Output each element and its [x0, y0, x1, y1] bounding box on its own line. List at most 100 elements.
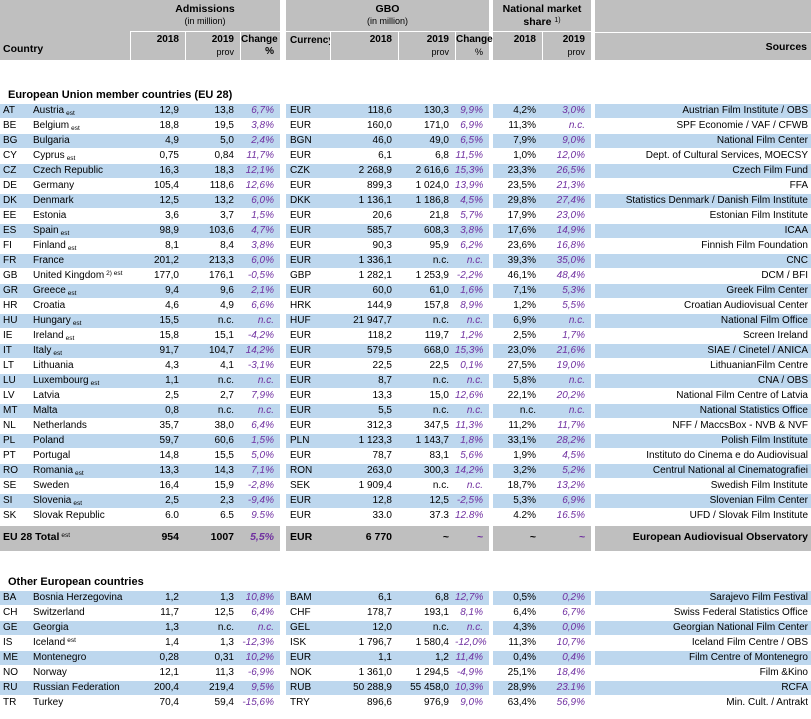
nms-2018-cell: 1,0% — [493, 149, 542, 164]
column-gap — [489, 404, 493, 419]
nms-2019-cell: 23.1% — [542, 681, 591, 696]
currency-cell: GEL — [286, 621, 330, 636]
admissions-change-cell: 12,1% — [240, 164, 280, 179]
nms-2018-cell: 17,6% — [493, 224, 542, 239]
gbo-2019-cell: 608,3 — [398, 224, 455, 239]
gbo-2018-cell: 2 268,9 — [330, 164, 398, 179]
column-gap — [489, 269, 493, 284]
admissions-2019-cell: 0,84 — [185, 149, 240, 164]
currency-cell: CZK — [286, 164, 330, 179]
country-name-cell: Slovenia est — [30, 494, 130, 509]
admissions-2019-cell: 3,7 — [185, 209, 240, 224]
country-name-cell: United Kingdom 2) est — [30, 269, 130, 284]
column-gap — [489, 526, 493, 551]
admissions-2019-cell: 11,3 — [185, 666, 240, 681]
nms-2019-cell: 27,4% — [542, 194, 591, 209]
country-code-cell: SI — [0, 494, 30, 509]
column-gap — [489, 254, 493, 269]
column-gap — [280, 179, 286, 194]
column-gap — [280, 329, 286, 344]
gbo-2019-cell: 668,0 — [398, 344, 455, 359]
admissions-2018-cell: 0,75 — [130, 149, 185, 164]
admissions-change-cell: 10,2% — [240, 651, 280, 666]
country-name-cell: Croatia — [30, 299, 130, 314]
country-code-cell: HU — [0, 314, 30, 329]
admissions-2019-cell: 176,1 — [185, 269, 240, 284]
currency-cell: NOK — [286, 666, 330, 681]
source-cell: ICAA — [595, 224, 811, 239]
admissions-2018-cell: 18,8 — [130, 119, 185, 134]
country-name-cell: Greece est — [30, 284, 130, 299]
table-row: NO Norway 12,1 11,3 -6,9% NOK 1 361,0 1 294,5 -4… — [0, 666, 811, 681]
column-gap — [280, 194, 286, 209]
column-gap — [489, 239, 493, 254]
admissions-2019-cell: 60,6 — [185, 434, 240, 449]
table-row: IE Ireland est 15,8 15,1 -4,2% EUR 118,2 119,7 1,… — [0, 329, 811, 344]
admissions-2018-cell: 12,5 — [130, 194, 185, 209]
gbo-2019-cell: n.c. — [398, 254, 455, 269]
table-row: BG Bulgaria 4,9 5,0 2,4% BGN 46,0 49,0 6,5% 7,9% 9… — [0, 134, 811, 149]
nms-2018-cell: 25,1% — [493, 666, 542, 681]
admissions-2018-cell: 13,3 — [130, 464, 185, 479]
column-gap — [591, 526, 595, 551]
gbo-2019-cell: 49,0 — [398, 134, 455, 149]
country-name-cell: Slovak Republic — [30, 509, 130, 524]
gbo-2019-cell: 95,9 — [398, 239, 455, 254]
admissions-change-cell: n.c. — [240, 374, 280, 389]
column-gap — [591, 224, 595, 239]
nms-2019-cell: 20,2% — [542, 389, 591, 404]
source-cell: SIAE / Cinetel / ANICA — [595, 344, 811, 359]
table-row: DE Germany 105,4 118,6 12,6% EUR 899,3 1 024,0 1… — [0, 179, 811, 194]
estimate-marker: est — [90, 380, 100, 387]
gbo-change-cell: 11,3% — [455, 419, 489, 434]
admissions-2018-cell: 3,6 — [130, 209, 185, 224]
nms-2018-cell: 23,0% — [493, 344, 542, 359]
column-gap — [280, 434, 286, 449]
country-code-cell: IS — [0, 636, 30, 651]
admissions-change-cell: 10,8% — [240, 591, 280, 606]
column-gap — [280, 419, 286, 434]
country-code-cell: LV — [0, 389, 30, 404]
admissions-2018-cell: 0,28 — [130, 651, 185, 666]
admissions-2018-cell: 59,7 — [130, 434, 185, 449]
country-name-cell: Sweden — [30, 479, 130, 494]
column-gap — [591, 299, 595, 314]
gbo-2019-cell: 193,1 — [398, 606, 455, 621]
currency-cell: GBP — [286, 269, 330, 284]
source-cell: Sarajevo Film Festival — [595, 591, 811, 606]
admissions-2019-cell: 1,3 — [185, 591, 240, 606]
column-gap — [591, 284, 595, 299]
source-cell: Centrul National al Cinematografiei — [595, 464, 811, 479]
admissions-change-cell: 6,7% — [240, 104, 280, 119]
admissions-2019-cell: 118,6 — [185, 179, 240, 194]
table-row: CY Cyprus est 0,75 0,84 11,7% EUR 6,1 6,8 11,5% 1,… — [0, 149, 811, 164]
admissions-change-cell: 4,7% — [240, 224, 280, 239]
gbo-change-cell: -2,5% — [455, 494, 489, 509]
nms-2019-cell: 4,5% — [542, 449, 591, 464]
nms-2018-cell: 7,1% — [493, 284, 542, 299]
admissions-2018-cell: 15,5 — [130, 314, 185, 329]
gbo-2018-cell: 585,7 — [330, 224, 398, 239]
column-gap — [280, 209, 286, 224]
gbo-2018-cell: 21 947,7 — [330, 314, 398, 329]
gbo-2019-cell: n.c. — [398, 374, 455, 389]
currency-cell: PLN — [286, 434, 330, 449]
table-row: RO Romania est 13,3 14,3 7,1% RON 263,0 300,3 14,… — [0, 464, 811, 479]
estimate-marker: est — [66, 110, 75, 117]
source-cell: Georgian National Film Center — [595, 621, 811, 636]
gbo-2019-cell: 300,3 — [398, 464, 455, 479]
column-gap — [280, 149, 286, 164]
nms-2019-cell: 16,8% — [542, 239, 591, 254]
admissions-change-cell: 6,6% — [240, 299, 280, 314]
nms-2018-cell: 33,1% — [493, 434, 542, 449]
column-gap — [280, 591, 286, 606]
country-code-cell: SK — [0, 509, 30, 524]
admissions-change-cell: n.c. — [240, 404, 280, 419]
gbo-2018-cell: 90,3 — [330, 239, 398, 254]
table-row: SE Sweden 16,4 15,9 -2,8% SEK 1 909,4 n.c. n.c. 1… — [0, 479, 811, 494]
country-name-cell: Russian Federation — [30, 681, 130, 696]
column-gap — [280, 104, 286, 119]
column-gap — [591, 104, 595, 119]
admissions-2018-header: 2018 — [130, 32, 185, 60]
nms-2018-cell: 46,1% — [493, 269, 542, 284]
